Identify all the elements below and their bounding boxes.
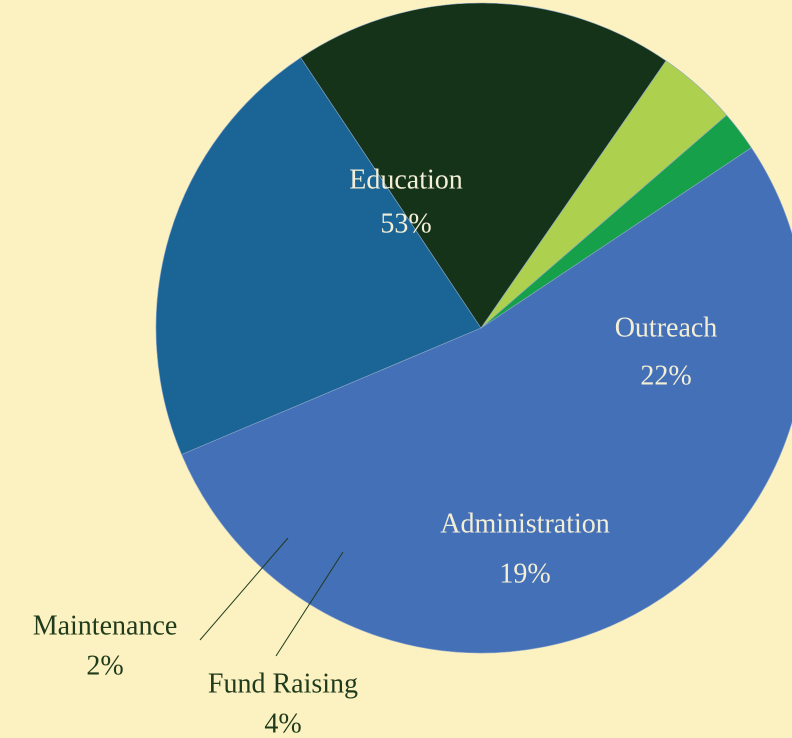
slice-value-label: 2% — [86, 650, 123, 681]
pie-slice — [181, 147, 792, 654]
slice-label: Education — [349, 164, 463, 195]
pie-slice — [300, 2, 667, 329]
slice-value-label: 19% — [499, 558, 550, 589]
slice-label: Fund Raising — [208, 668, 358, 699]
slice-label: Outreach — [615, 312, 718, 343]
slice-value-label: 22% — [640, 360, 691, 391]
slice-value-label: 53% — [380, 208, 431, 239]
leader-line — [199, 537, 289, 641]
slice-value-label: 4% — [264, 708, 301, 738]
pie-slice — [155, 57, 482, 455]
leader-line — [275, 551, 344, 657]
slice-label: Administration — [440, 508, 610, 539]
pie-slice — [480, 114, 752, 329]
slice-label: Maintenance — [33, 610, 178, 641]
